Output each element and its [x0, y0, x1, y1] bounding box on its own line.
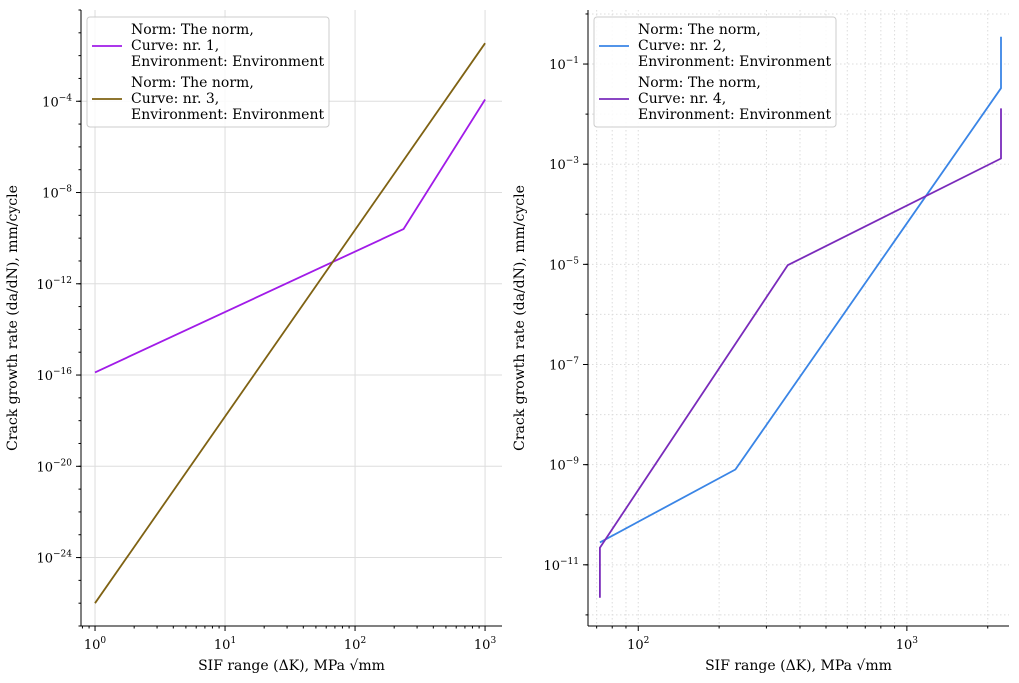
x-axis-label: SIF range (ΔK), MPa √mm — [198, 658, 385, 674]
legend-label-1: Norm: The norm, — [638, 22, 761, 38]
y-tick-label: 10−11 — [543, 557, 579, 574]
y-tick-label: 10−8 — [42, 185, 72, 202]
x-tick-label: 101 — [214, 636, 236, 653]
legend-label-2: Curve: nr. 4, — [638, 91, 726, 107]
y-tick-label: 10−20 — [36, 458, 72, 475]
legend: Norm: The norm,Curve: nr. 2,Environment:… — [593, 16, 837, 128]
chart-panel-2: 102 103 10−1 10−3 10−5 10−7 10−9 10−11 SIF range… — [512, 10, 1009, 674]
x-tick-label: 102 — [344, 636, 366, 653]
y-tick-label: 10−16 — [36, 367, 72, 384]
legend-label-2: Environment: Environment — [131, 107, 324, 123]
legend-box — [86, 16, 330, 128]
legend-label-2: Norm: The norm, — [131, 75, 254, 91]
series-line-1 — [94, 99, 486, 374]
y-tick-label: 10−1 — [549, 56, 579, 73]
series-line-2 — [599, 108, 1002, 598]
legend-label-1: Curve: nr. 1, — [131, 38, 219, 54]
y-tick-label: 10−7 — [549, 357, 579, 374]
y-axis-label: Crack growth rate (da/dN), mm/cycle — [512, 185, 528, 451]
chart-panel-1: 100 101 102 103 10−4 10−8 10−12 10−16 10−20 10−24… — [5, 9, 502, 674]
x-tick-label: 103 — [896, 636, 919, 653]
series-line-1 — [599, 36, 1002, 544]
legend-label-1: Environment: Environment — [131, 54, 324, 70]
y-tick-label: 10−9 — [549, 457, 579, 474]
legend-label-1: Curve: nr. 2, — [638, 38, 726, 54]
x-axis-label: SIF range (ΔK), MPa √mm — [705, 658, 892, 674]
minor-grid — [588, 10, 1009, 626]
x-tick-label: 100 — [84, 636, 107, 653]
x-tick-label: 103 — [474, 636, 497, 653]
legend-box — [593, 16, 837, 128]
y-tick-label: 10−5 — [549, 256, 579, 273]
y-tick-label: 10−4 — [42, 93, 72, 110]
y-tick-label: 10−24 — [36, 550, 72, 567]
legend: Norm: The norm,Curve: nr. 1,Environment:… — [86, 16, 330, 128]
y-axis-label: Crack growth rate (da/dN), mm/cycle — [5, 185, 21, 451]
legend-label-1: Environment: Environment — [638, 54, 831, 70]
x-tick-label: 102 — [627, 636, 649, 653]
series-line-2 — [94, 42, 486, 604]
legend-label-2: Norm: The norm, — [638, 75, 761, 91]
legend-label-1: Norm: The norm, — [131, 22, 254, 38]
y-tick-label: 10−12 — [36, 276, 72, 293]
legend-label-2: Curve: nr. 3, — [131, 91, 219, 107]
legend-label-2: Environment: Environment — [638, 107, 831, 123]
y-tick-label: 10−3 — [549, 156, 579, 173]
